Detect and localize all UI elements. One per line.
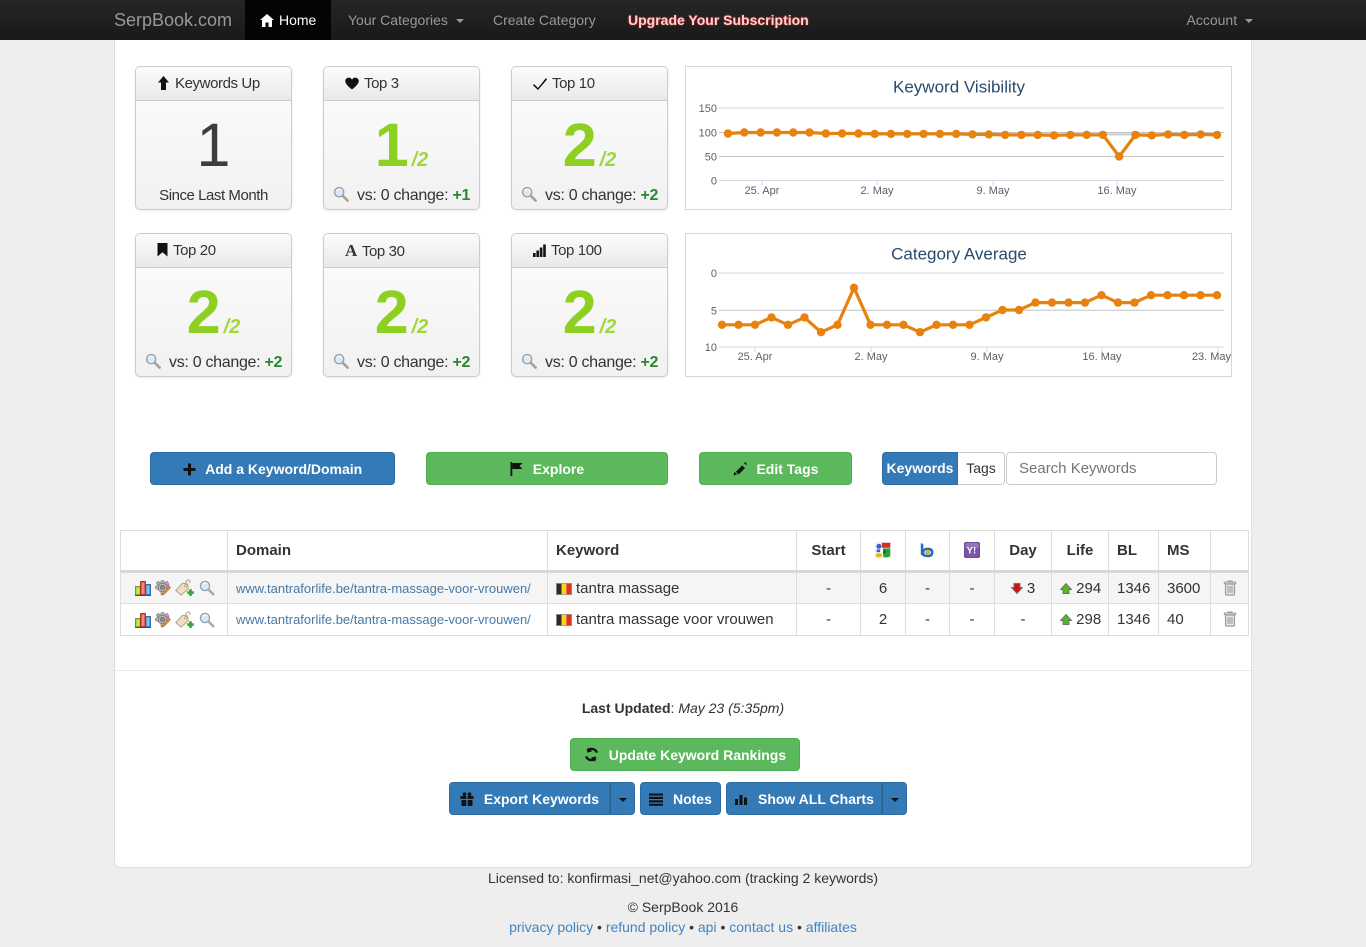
svg-text:23. May: 23. May: [1192, 351, 1231, 363]
svg-text:16. May: 16. May: [1082, 351, 1122, 363]
svg-text:16. May: 16. May: [1097, 185, 1137, 197]
svg-text:25. Apr: 25. Apr: [745, 185, 780, 197]
svg-text:5: 5: [711, 305, 717, 317]
svg-text:0: 0: [711, 176, 717, 188]
svg-text:2. May: 2. May: [854, 351, 888, 363]
svg-text:100: 100: [699, 128, 717, 140]
svg-text:25. Apr: 25. Apr: [738, 351, 773, 363]
svg-text:9. May: 9. May: [970, 351, 1004, 363]
svg-text:2. May: 2. May: [860, 185, 894, 197]
svg-text:150: 150: [699, 103, 717, 115]
svg-text:50: 50: [705, 152, 717, 164]
svg-text:0: 0: [711, 268, 717, 280]
svg-text:Category Average: Category Average: [891, 245, 1027, 264]
svg-text:9. May: 9. May: [976, 185, 1010, 197]
svg-text:Keyword Visibility: Keyword Visibility: [893, 78, 1025, 97]
svg-text:10: 10: [705, 342, 717, 354]
svg-text:Y!: Y!: [967, 546, 977, 557]
